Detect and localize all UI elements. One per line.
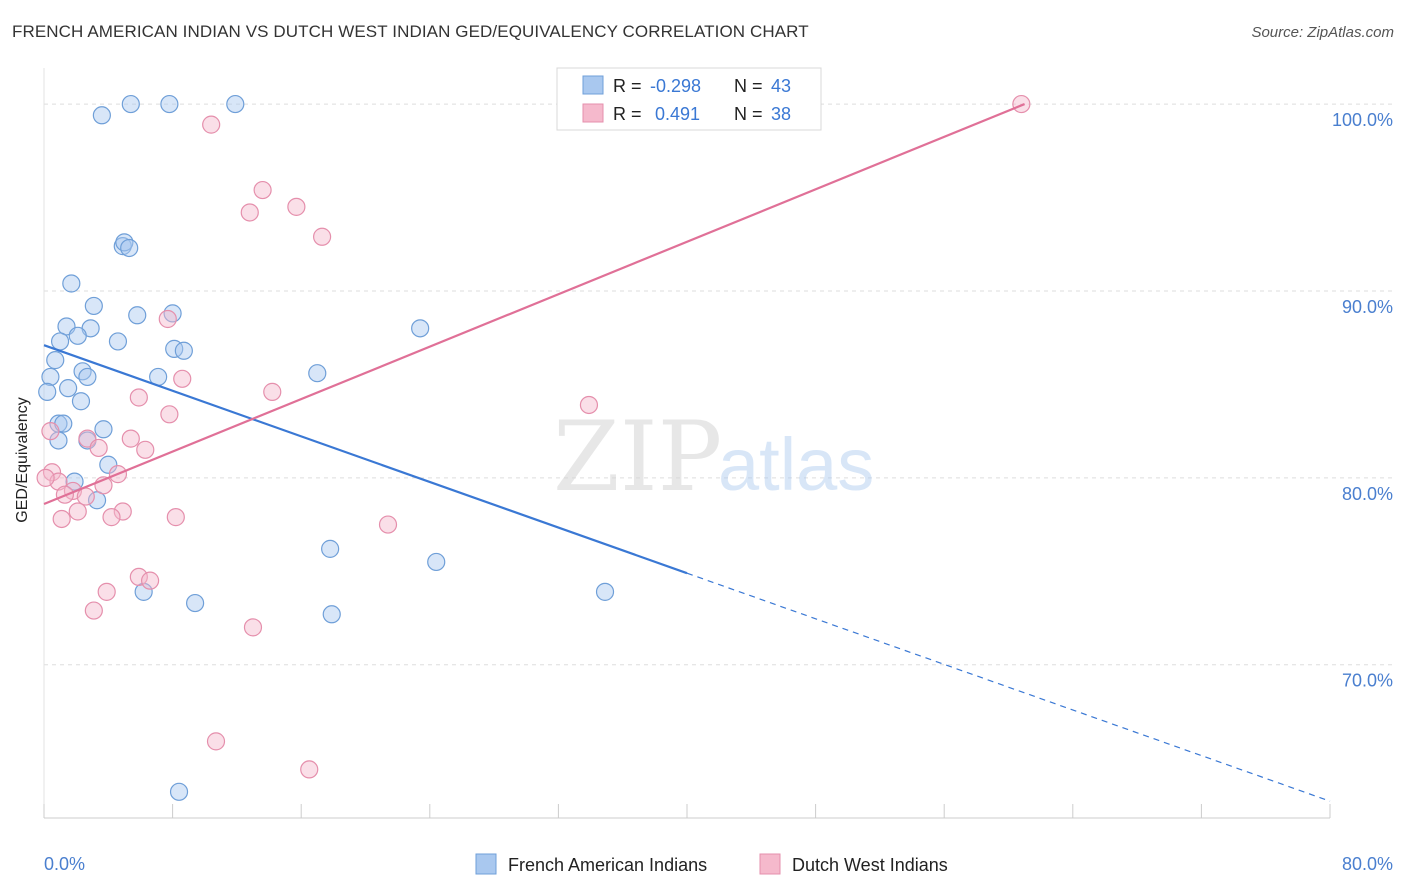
point-french-american-indians	[92, 106, 111, 125]
point-dutch-west-indians	[243, 618, 263, 637]
point-dutch-west-indians	[378, 515, 398, 534]
point-french-american-indians	[322, 605, 341, 624]
point-dutch-west-indians	[41, 422, 60, 441]
point-french-american-indians	[65, 472, 84, 491]
point-french-american-indians	[128, 306, 147, 325]
point-french-american-indians	[62, 274, 81, 293]
point-french-american-indians	[321, 539, 340, 558]
point-dutch-west-indians	[240, 203, 259, 222]
point-dutch-west-indians	[287, 197, 306, 216]
point-dutch-west-indians	[166, 508, 185, 527]
point-dutch-west-indians	[76, 487, 95, 506]
legend-label-french-american-indians: French American Indians	[508, 855, 707, 875]
watermark-zip: ZIP	[553, 401, 722, 513]
point-french-american-indians	[121, 94, 140, 114]
point-french-american-indians	[99, 455, 118, 474]
point-dutch-west-indians	[121, 429, 140, 448]
x-tick-label: 80.0%	[1342, 854, 1393, 874]
trend-lines	[43, 103, 1331, 802]
y-tick-label: 80.0%	[1342, 484, 1393, 504]
x-tick-label: 0.0%	[44, 854, 85, 874]
y-tick-label: 90.0%	[1342, 297, 1393, 317]
point-dutch-west-indians	[36, 468, 55, 487]
point-dutch-west-indians	[312, 227, 332, 246]
legend-swatch-dutch-west-indians	[759, 853, 781, 875]
point-french-american-indians	[87, 491, 107, 510]
trend-line-french-american-indians	[43, 344, 688, 575]
point-dutch-west-indians	[202, 115, 221, 134]
point-dutch-west-indians	[84, 601, 103, 620]
trend-extension-french-american-indians	[686, 572, 1331, 802]
watermark: ZIP atlas	[553, 401, 874, 513]
axes: 100.0% 90.0% 80.0% 70.0% 0.0% 80.0%	[43, 68, 1393, 874]
point-dutch-west-indians	[129, 388, 148, 407]
point-dutch-west-indians	[68, 502, 87, 521]
trend-line-dutch-west-indians	[43, 103, 1025, 506]
point-dutch-west-indians	[160, 405, 179, 424]
point-dutch-west-indians	[136, 440, 155, 459]
point-dutch-west-indians	[102, 508, 121, 527]
stats-legend-n-value: 38	[771, 104, 791, 124]
point-dutch-west-indians	[129, 567, 148, 587]
point-french-american-indians	[160, 94, 179, 114]
stats-legend-n-value: 43	[771, 76, 791, 96]
legend-label-dutch-west-indians: Dutch West Indians	[792, 855, 948, 875]
point-french-american-indians	[84, 296, 103, 316]
y-tick-label: 70.0%	[1342, 671, 1393, 691]
point-dutch-west-indians	[97, 582, 116, 601]
point-french-american-indians	[71, 392, 91, 411]
point-french-american-indians	[595, 582, 615, 601]
point-dutch-west-indians	[52, 509, 71, 529]
point-french-american-indians	[46, 351, 65, 370]
point-dutch-west-indians	[1012, 94, 1031, 114]
point-french-american-indians	[174, 341, 193, 360]
point-dutch-west-indians	[140, 571, 160, 590]
point-dutch-west-indians	[206, 732, 226, 751]
point-french-american-indians	[108, 332, 128, 351]
point-dutch-west-indians	[263, 382, 282, 401]
point-french-american-indians	[68, 326, 87, 345]
point-french-american-indians	[50, 332, 70, 351]
point-french-american-indians	[411, 319, 430, 338]
stats-legend-r-value: 0.491	[650, 104, 700, 124]
gridlines	[44, 103, 1394, 666]
stats-legend-r-label: R =	[613, 76, 642, 96]
point-dutch-west-indians	[173, 369, 192, 388]
point-french-american-indians	[41, 367, 60, 387]
point-french-american-indians	[427, 552, 446, 572]
point-french-american-indians	[59, 379, 78, 398]
stats-legend-swatch-pink	[582, 103, 604, 123]
stats-legend-r-value: -0.298	[650, 76, 701, 96]
point-french-american-indians	[73, 362, 92, 381]
point-french-american-indians	[94, 420, 113, 439]
chart-source: Source: ZipAtlas.com	[1251, 24, 1394, 41]
point-dutch-west-indians	[89, 438, 108, 458]
y-tick-label: 100.0%	[1332, 110, 1393, 130]
point-dutch-west-indians	[579, 395, 599, 415]
point-french-american-indians	[120, 238, 139, 258]
chart-title: FRENCH AMERICAN INDIAN VS DUTCH WEST IND…	[12, 22, 809, 41]
point-french-american-indians	[115, 233, 134, 252]
point-french-american-indians	[169, 782, 189, 801]
point-dutch-west-indians	[300, 760, 319, 779]
watermark-atlas: atlas	[718, 423, 874, 506]
point-french-american-indians	[186, 593, 205, 613]
point-dutch-west-indians	[113, 502, 132, 521]
point-dutch-west-indians	[158, 309, 177, 329]
point-dutch-west-indians	[253, 180, 272, 200]
point-french-american-indians	[163, 304, 182, 323]
stats-legend-n-label: N =	[734, 104, 763, 124]
stats-legend-n-label: N =	[734, 76, 763, 96]
legend-swatch-french-american-indians	[475, 853, 497, 875]
stats-legend-swatch-blue	[582, 75, 604, 95]
point-french-american-indians	[308, 364, 327, 383]
stats-legend: R = -0.298 N = 43 R = 0.491 N = 38	[556, 67, 822, 131]
point-french-american-indians	[226, 94, 245, 114]
stats-legend-r-label: R =	[613, 104, 642, 124]
data-points	[36, 94, 1031, 801]
point-french-american-indians	[38, 382, 57, 401]
series-legend: French American Indians Dutch West India…	[475, 853, 948, 875]
point-french-american-indians	[78, 367, 97, 387]
